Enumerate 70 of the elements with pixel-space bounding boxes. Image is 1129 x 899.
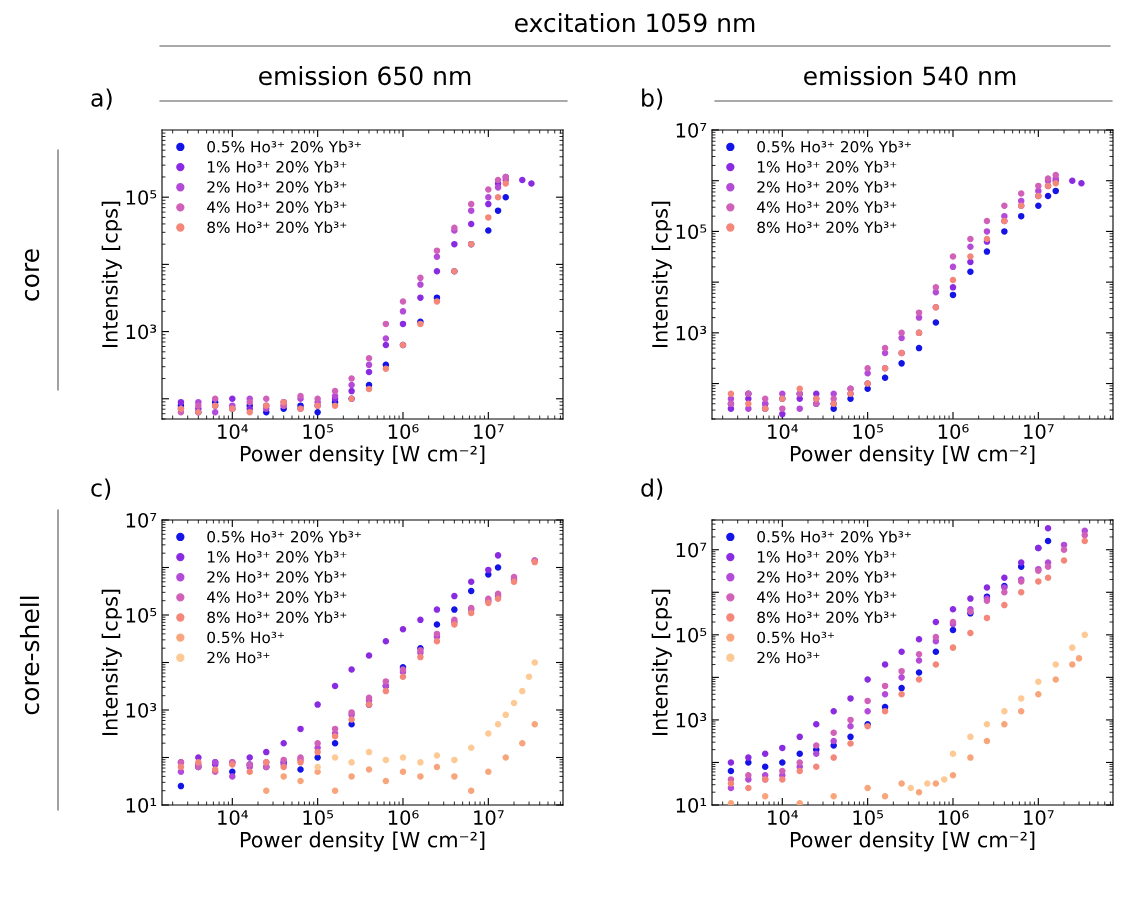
x-tick-label: 10⁵ xyxy=(853,810,883,825)
legend-label: 8% Ho³⁺ 20% Yb³⁺ xyxy=(207,221,347,234)
legend-label: 0.5% Ho³⁺ 20% Yb³⁺ xyxy=(757,530,911,543)
x-tick-label: 10⁶ xyxy=(388,810,419,825)
text: excitation 1059 nm xyxy=(515,12,755,33)
text: emission 540 nm xyxy=(804,65,1016,86)
y-tick-label: 10³ xyxy=(676,712,707,728)
legend-label: 1% Ho³⁺ 20% Yb³⁺ xyxy=(757,550,897,563)
chart-title: d) xyxy=(641,478,663,500)
y-axis-title: Intensity [cps] xyxy=(101,201,122,347)
legend-label: 8% Ho³⁺ 20% Yb³⁺ xyxy=(757,221,897,234)
x-axis-title: Power density [W cm⁻²] xyxy=(240,831,485,852)
x-tick-label: 10⁵ xyxy=(853,424,883,439)
legend-label: 2% Ho³⁺ xyxy=(207,651,270,664)
x-tick-label: 10⁵ xyxy=(303,424,333,439)
legend-label: 4% Ho³⁺ 20% Yb³⁺ xyxy=(757,201,897,213)
x-tick-label: 10⁴ xyxy=(768,424,798,439)
y-axis-title: Intensity [cps] xyxy=(101,589,122,735)
y-tick-label: 10³ xyxy=(126,324,157,340)
x-tick-label: 10⁵ xyxy=(303,810,333,825)
chart-title: b) xyxy=(642,88,663,110)
legend-label: 0.5% Ho³⁺ 20% Yb³⁺ xyxy=(757,140,911,153)
y-tick-label: 10¹ xyxy=(676,797,707,813)
x-axis-title: Power density [W cm⁻²] xyxy=(790,831,1035,852)
y-tick-label: 10³ xyxy=(676,325,707,341)
x-tick-label: 10⁷ xyxy=(474,810,504,825)
y-tick-label: 10⁵ xyxy=(126,607,157,623)
y-tick-label: 10⁷ xyxy=(676,542,707,558)
legend-label: 0.5% Ho³⁺ xyxy=(757,631,834,644)
x-tick-label: 10⁴ xyxy=(768,810,798,825)
text: core-shell xyxy=(19,596,40,715)
x-tick-label: 10⁷ xyxy=(1024,810,1054,825)
legend-label: 4% Ho³⁺ 20% Yb³⁺ xyxy=(757,591,897,603)
legend-label: 0.5% Ho³⁺ 20% Yb³⁺ xyxy=(207,140,361,153)
legend-label: 2% Ho³⁺ 20% Yb³⁺ xyxy=(757,180,897,193)
legend-label: 4% Ho³⁺ 20% Yb³⁺ xyxy=(207,201,347,213)
legend-label: 4% Ho³⁺ 20% Yb³⁺ xyxy=(207,591,347,603)
legend-label: 1% Ho³⁺ 20% Yb³⁺ xyxy=(757,160,897,173)
y-axis-title: Intensity [cps] xyxy=(651,201,672,347)
x-tick-label: 10⁶ xyxy=(938,424,969,439)
y-tick-label: 10⁷ xyxy=(676,122,707,138)
y-tick-label: 10⁵ xyxy=(676,627,707,643)
chart-title: a) xyxy=(91,88,112,110)
y-tick-label: 10¹ xyxy=(126,797,157,813)
y-tick-label: 10⁵ xyxy=(676,224,707,240)
y-tick-label: 10³ xyxy=(126,702,157,718)
x-tick-label: 10⁴ xyxy=(218,424,248,439)
text: core xyxy=(24,249,40,301)
x-tick-label: 10⁷ xyxy=(474,424,504,439)
chart-title: c) xyxy=(91,478,111,500)
legend-label: 2% Ho³⁺ 20% Yb³⁺ xyxy=(207,180,347,193)
x-axis-title: Power density [W cm⁻²] xyxy=(240,445,485,466)
x-axis-title: Power density [W cm⁻²] xyxy=(790,445,1035,466)
legend-label: 0.5% Ho³⁺ xyxy=(207,631,284,644)
legend-label: 0.5% Ho³⁺ 20% Yb³⁺ xyxy=(207,530,361,543)
x-tick-label: 10⁶ xyxy=(938,810,969,825)
legend-label: 2% Ho³⁺ 20% Yb³⁺ xyxy=(757,570,897,583)
legend-label: 8% Ho³⁺ 20% Yb³⁺ xyxy=(207,611,347,624)
legend-label: 2% Ho³⁺ xyxy=(757,651,820,664)
legend-label: 1% Ho³⁺ 20% Yb³⁺ xyxy=(207,550,347,563)
y-axis-title: Intensity [cps] xyxy=(651,589,672,735)
legend-label: 1% Ho³⁺ 20% Yb³⁺ xyxy=(207,160,347,173)
x-tick-label: 10⁷ xyxy=(1024,424,1054,439)
legend-label: 2% Ho³⁺ 20% Yb³⁺ xyxy=(207,570,347,583)
x-tick-label: 10⁴ xyxy=(218,810,248,825)
text: emission 650 nm xyxy=(259,65,471,86)
legend-label: 8% Ho³⁺ 20% Yb³⁺ xyxy=(757,611,897,624)
x-tick-label: 10⁶ xyxy=(388,424,419,439)
y-tick-label: 10⁵ xyxy=(126,190,157,205)
y-tick-label: 10⁷ xyxy=(126,512,157,528)
